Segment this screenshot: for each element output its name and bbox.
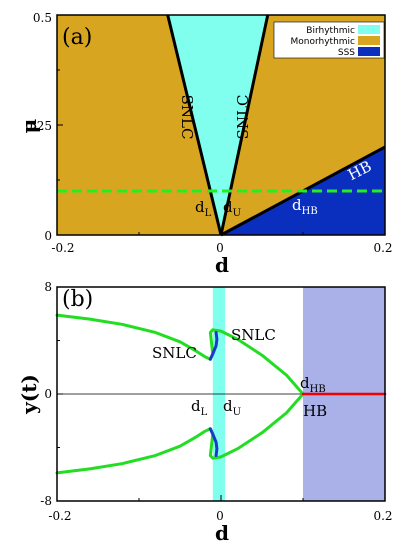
a-xtick-0: 0	[216, 241, 224, 255]
b-panel-label: (b)	[62, 287, 93, 312]
b-ytick-0: 0	[44, 387, 52, 401]
b-snlc-top-label: SNLC	[231, 326, 276, 344]
a-snlc-left-label: SNLC	[178, 95, 196, 140]
a-du-label: dU	[223, 198, 241, 219]
a-dhb-label: dHB	[292, 196, 318, 217]
b-ytick-m8: -8	[40, 494, 52, 508]
b-xlabel: d	[215, 521, 229, 545]
a-xlabel: d	[215, 253, 229, 277]
legend-label-birhythmic: Birhythmic	[306, 26, 355, 36]
a-ylabel: μ	[17, 119, 41, 134]
b-du-label: dU	[223, 397, 241, 418]
legend-swatch-sss	[358, 47, 380, 56]
a-snlc-right-label: SNLC	[234, 95, 252, 140]
b-ylabel: y(t)	[17, 374, 41, 415]
legend-swatch-monorhythmic	[358, 36, 380, 45]
unstable-branch-upper	[208, 330, 219, 361]
b-hb-label: HB	[303, 402, 327, 420]
legend-label-sss: SSS	[338, 48, 355, 58]
a-ytick-05: 0.5	[33, 11, 52, 25]
b-xtick-0: 0	[216, 509, 224, 523]
b-dl-label: dL	[191, 397, 208, 418]
panel-b: -0.2 0 0.2 8 0 -8 d y(t) (b) SNLC SNLC H…	[17, 280, 393, 545]
b-snlc-bottom-label: SNLC	[152, 344, 197, 362]
a-ytick-0: 0	[44, 229, 52, 243]
unstable-branch-lower	[208, 427, 219, 458]
legend-label-monorhythmic: Monorhythmic	[290, 37, 355, 47]
panel-a: -0.2 0 0.2 0 0.25 0.5 d μ (a) SNLC SNLC …	[17, 11, 393, 277]
b-xtick-m02: -0.2	[48, 509, 71, 523]
panel-b-ticks	[56, 286, 386, 502]
b-ytick-8: 8	[44, 280, 52, 294]
a-dl-label: dL	[195, 198, 212, 219]
panel-a-ticks	[56, 14, 386, 236]
b-dhb-label: dHB	[300, 374, 326, 395]
snlc-right-boundary	[219, 14, 270, 236]
legend-swatch-birhythmic	[358, 25, 380, 34]
b-xtick-02: 0.2	[373, 509, 392, 523]
snlc-left-boundary	[166, 14, 223, 236]
legend: Birhythmic Monorhythmic SSS	[273, 21, 385, 59]
a-panel-label: (a)	[62, 25, 92, 50]
a-ytick-025: 0.25	[25, 119, 52, 133]
panel-b-series	[55, 313, 387, 475]
a-xtick-02: 0.2	[373, 241, 392, 255]
birhythmic-region	[167, 15, 268, 235]
a-xtick-m02: -0.2	[51, 241, 74, 255]
